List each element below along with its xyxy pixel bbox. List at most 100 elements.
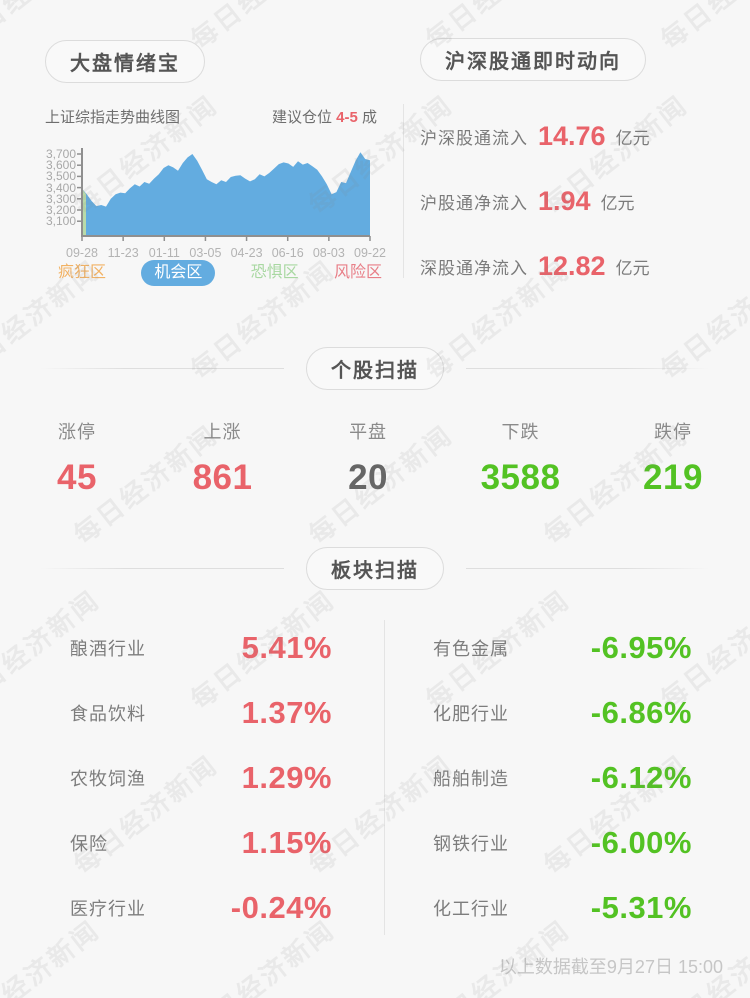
x-tick-label: 08-03	[312, 246, 345, 260]
y-tick-label: 3,300	[45, 191, 76, 206]
sector-row: 有色金属 -6.95%	[433, 615, 692, 680]
sector-label: 化工行业	[433, 898, 509, 919]
connect-row-unit: 亿元	[615, 129, 650, 148]
connect-row: 深股通净流入 12.82 亿元	[420, 234, 650, 299]
stat-limit-up: 涨停 45	[44, 418, 110, 498]
sector-label: 船舶制造	[433, 768, 509, 789]
watermark-text: 每日经济新闻	[652, 0, 750, 57]
y-tick-label: 3,400	[45, 180, 76, 195]
connect-row-value: 12.82	[538, 251, 606, 281]
stat-value: 20	[348, 458, 389, 497]
connect-row-value: 1.94	[538, 186, 591, 216]
connect-row-unit: 亿元	[615, 259, 650, 278]
sector-value: 1.29%	[241, 759, 332, 795]
sector-label: 酿酒行业	[70, 638, 146, 659]
position-prefix: 建议仓位	[271, 109, 337, 126]
sector-value: 1.15%	[241, 824, 332, 860]
x-tick-label: 06-16	[271, 246, 304, 260]
stat-advancers: 上涨 861	[190, 418, 256, 498]
sector-row: 钢铁行业 -6.00%	[433, 810, 692, 875]
sectors-section-header: 板块扫描	[0, 547, 750, 590]
sectors-title-pill: 板块扫描	[306, 547, 444, 590]
x-tick-label: 03-05	[189, 246, 222, 260]
connect-row-value: 14.76	[538, 121, 606, 151]
legend-item-risk-zone[interactable]: 风险区	[333, 264, 382, 281]
stocks-title-pill: 个股扫描	[306, 347, 444, 390]
sentiment-zone-legend: 疯狂区 机会区 恐惧区 风险区	[58, 260, 382, 286]
sector-row: 化肥行业 -6.86%	[433, 680, 692, 745]
stat-unchanged: 平盘 20	[335, 418, 401, 498]
sectors-title: 板块扫描	[331, 560, 419, 582]
x-tick-label: 01-11	[148, 246, 180, 260]
position-advice: 建议仓位 4-5 成	[272, 106, 377, 127]
x-tick-label: 04-23	[230, 246, 263, 260]
y-tick-label: 3,100	[45, 214, 76, 229]
x-tick-label: 09-28	[66, 246, 98, 260]
sector-row: 化工行业 -5.31%	[433, 875, 692, 940]
divider-line	[40, 568, 284, 569]
stat-decliners: 下跌 3588	[481, 418, 561, 498]
sector-value: -6.95%	[590, 629, 692, 665]
sector-label: 农牧饲渔	[70, 768, 146, 789]
legend-item-opportunity-zone[interactable]: 机会区	[141, 260, 216, 286]
data-cutoff-note: 以上数据截至9月27日 15:00	[498, 957, 723, 977]
sector-label: 食品饮料	[70, 703, 146, 724]
sector-row: 保险 1.15%	[0, 810, 332, 875]
stat-label: 平盘	[349, 422, 388, 442]
y-tick-label: 3,600	[45, 158, 76, 173]
x-tick-label: 09-22	[354, 246, 386, 260]
sector-label: 钢铁行业	[433, 833, 509, 854]
sentiment-chart-svg	[77, 148, 371, 241]
x-tick-label: 11-23	[107, 246, 139, 260]
sector-row: 酿酒行业 5.41%	[0, 615, 332, 680]
sectors-column-divider	[384, 620, 385, 935]
sector-label: 化肥行业	[433, 703, 509, 724]
stat-value: 861	[192, 458, 253, 497]
sector-value: -0.24%	[230, 889, 332, 925]
connect-row: 沪深股通流入 14.76 亿元	[420, 104, 650, 169]
sectors-gainers-column: 酿酒行业 5.41% 食品饮料 1.37% 农牧饲渔 1.29% 保险 1.15…	[0, 615, 332, 940]
stat-label: 下跌	[501, 422, 540, 442]
divider-line	[466, 568, 710, 569]
connect-row-unit: 亿元	[600, 194, 635, 213]
position-value: 4-5	[336, 109, 358, 126]
divider-line	[40, 368, 284, 369]
sector-value: -6.00%	[590, 824, 692, 860]
connect-row-label: 沪股通净流入	[420, 194, 528, 213]
sector-row: 食品饮料 1.37%	[0, 680, 332, 745]
sector-label: 有色金属	[433, 638, 509, 659]
sector-value: -5.31%	[590, 889, 692, 925]
stat-label: 涨停	[58, 422, 96, 442]
sector-label: 保险	[70, 833, 108, 854]
stat-value: 3588	[480, 458, 561, 497]
connect-row-label: 沪深股通流入	[420, 129, 528, 148]
chart-caption: 上证综指走势曲线图	[45, 109, 181, 126]
sentiment-title: 大盘情绪宝	[70, 53, 180, 75]
sector-row: 船舶制造 -6.12%	[433, 745, 692, 810]
connect-title: 沪深股通即时动向	[445, 51, 621, 73]
sector-value: -6.86%	[590, 694, 692, 730]
connect-rows: 沪深股通流入 14.76 亿元 沪股通净流入 1.94 亿元 深股通净流入 12…	[420, 104, 650, 299]
y-tick-label: 3,500	[45, 169, 76, 184]
chart-caption-row: 上证综指走势曲线图 建议仓位 4-5 成	[45, 106, 377, 127]
sector-row: 医疗行业 -0.24%	[0, 875, 332, 940]
index-area	[82, 152, 370, 236]
divider-line	[466, 368, 710, 369]
watermark-text: 每日经济新闻	[182, 0, 342, 57]
stocks-stats-row: 涨停 45 上涨 861 平盘 20 下跌 3588 跌停 219	[0, 418, 750, 498]
sentiment-title-pill: 大盘情绪宝	[45, 40, 205, 83]
position-suffix: 成	[357, 109, 377, 126]
index-trend-chart: 3,700 3,600 3,500 3,400 3,300 3,200 3,100 09-2…	[40, 146, 386, 262]
stat-value: 219	[643, 458, 703, 497]
sectors-losers-column: 有色金属 -6.95% 化肥行业 -6.86% 船舶制造 -6.12% 钢铁行业…	[433, 615, 692, 940]
connect-title-pill: 沪深股通即时动向	[420, 38, 646, 81]
stat-limit-down: 跌停 219	[640, 418, 706, 498]
connect-row: 沪股通净流入 1.94 亿元	[420, 169, 650, 234]
sector-value: 1.37%	[241, 694, 332, 730]
legend-item-fear-zone[interactable]: 恐惧区	[250, 264, 299, 281]
legend-item-crazy-zone[interactable]: 疯狂区	[58, 264, 107, 281]
sector-value: 5.41%	[241, 629, 332, 665]
top-section-divider	[403, 104, 404, 278]
stat-label: 上涨	[203, 422, 242, 442]
y-tick-label: 3,200	[45, 203, 76, 217]
